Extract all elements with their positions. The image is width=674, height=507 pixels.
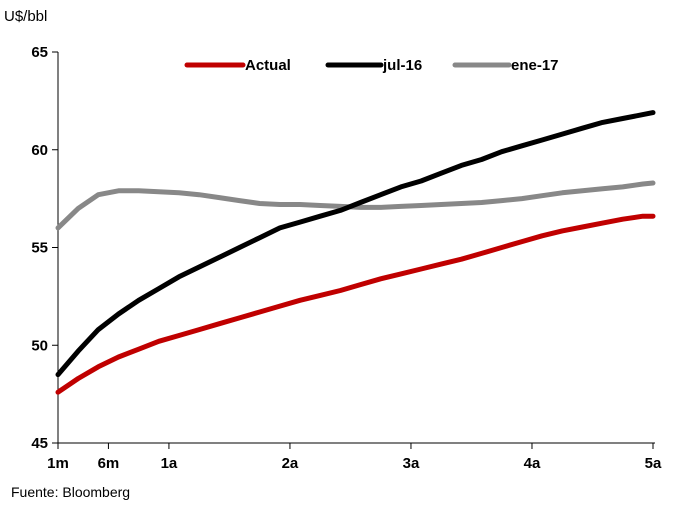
y-axis-unit-label: U$/bbl xyxy=(4,8,47,25)
y-tick-label: 45 xyxy=(31,435,48,452)
series-line-jul-16 xyxy=(55,110,656,378)
y-tick-label: 55 xyxy=(31,240,48,257)
series-line-ene-17 xyxy=(55,180,656,231)
x-tick-label: 1m xyxy=(47,455,69,472)
x-tick-label: 2a xyxy=(282,455,299,472)
y-tick-label: 50 xyxy=(31,337,48,354)
legend-label-jul-16: jul-16 xyxy=(382,57,422,74)
legend-label-ene-17: ene-17 xyxy=(511,57,559,74)
x-axis: 1m 6m 1a 2a 3a 4a 5a xyxy=(47,442,662,472)
source-note: Fuente: Bloomberg xyxy=(11,484,131,500)
x-tick-label: 4a xyxy=(524,455,541,472)
series-line-actual xyxy=(55,213,656,395)
y-tick-label: 60 xyxy=(31,142,48,159)
y-axis: 45 50 55 60 65 xyxy=(31,44,59,452)
x-tick-label: 5a xyxy=(645,455,662,472)
x-tick-label: 6m xyxy=(98,455,120,472)
legend: Actual jul-16 ene-17 xyxy=(184,57,559,74)
legend-label-actual: Actual xyxy=(245,57,291,74)
series-layer xyxy=(55,110,656,395)
y-tick-label: 65 xyxy=(31,44,48,61)
x-tick-label: 1a xyxy=(161,455,178,472)
x-tick-label: 3a xyxy=(403,455,420,472)
